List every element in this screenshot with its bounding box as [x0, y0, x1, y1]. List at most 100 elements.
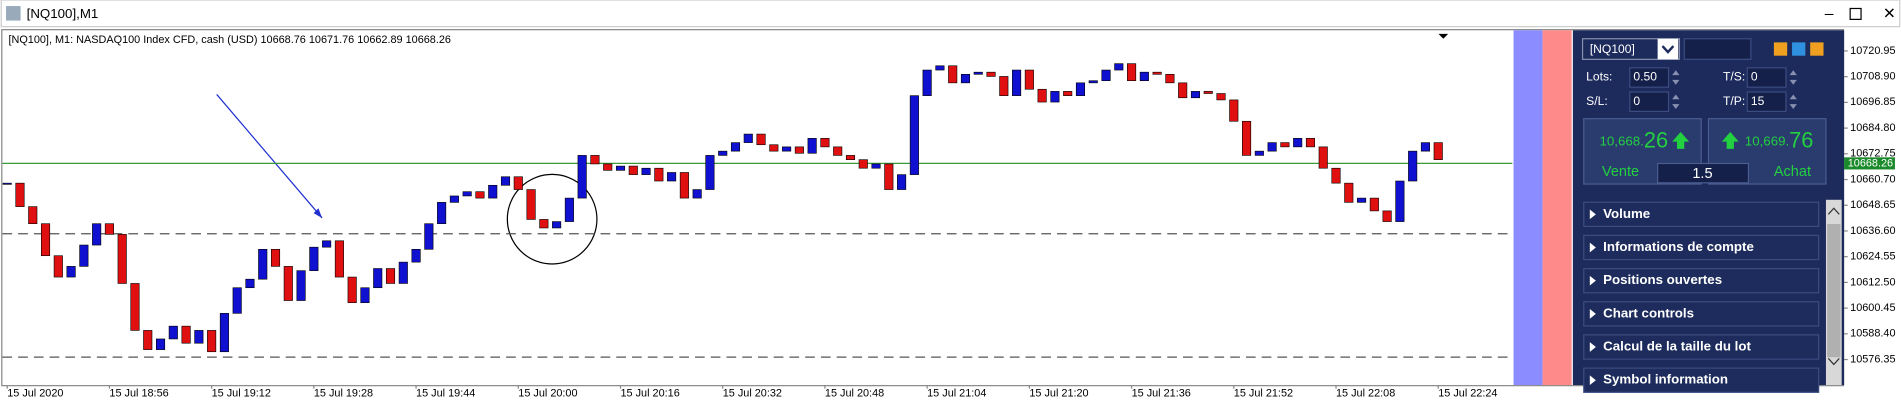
candle — [475, 191, 485, 199]
candle — [782, 146, 792, 152]
candle — [219, 313, 229, 353]
candle — [922, 69, 932, 96]
candle — [168, 325, 178, 340]
close-button[interactable]: ✕ — [1883, 6, 1896, 23]
window-title: [NQ100],M1 — [27, 6, 99, 21]
candle — [590, 155, 600, 165]
candle — [270, 249, 281, 267]
spread: 1.5 — [1692, 166, 1712, 182]
candle — [79, 244, 89, 267]
symbol-select[interactable] — [1581, 38, 1681, 60]
blue-band — [1513, 30, 1543, 386]
candle — [373, 268, 383, 289]
shift-marker — [1438, 33, 1449, 39]
sl-label: S/L: — [1586, 94, 1608, 108]
section-header[interactable] — [1583, 201, 1820, 228]
candle — [500, 176, 511, 186]
candle — [552, 221, 562, 229]
text-field[interactable] — [1683, 38, 1752, 60]
candle — [820, 138, 830, 148]
icon-button[interactable] — [1773, 42, 1788, 56]
candle — [1357, 197, 1367, 203]
symbol: [NQ100] — [1590, 42, 1635, 56]
ts-input[interactable] — [1746, 67, 1787, 88]
x-tick-label: 15 Jul 18:56 — [109, 387, 168, 399]
candle — [1203, 91, 1213, 94]
candle — [1229, 99, 1239, 122]
candle — [1408, 150, 1418, 182]
buy-price: 10,669.76 — [1745, 127, 1814, 152]
candle — [360, 287, 370, 303]
minimize-button[interactable]: – — [1825, 6, 1834, 23]
section-header[interactable] — [1583, 334, 1820, 360]
candle — [884, 163, 894, 190]
candle — [15, 182, 25, 207]
annotation-circle — [506, 173, 598, 265]
scroll-up[interactable] — [1827, 207, 1840, 215]
candle — [756, 133, 766, 146]
app-icon — [6, 6, 21, 21]
candle — [615, 165, 626, 171]
y-tick-label: 10684.80 — [1850, 122, 1895, 134]
candle — [526, 189, 536, 220]
section-caret — [1589, 375, 1596, 386]
icon-button[interactable] — [1792, 42, 1806, 56]
candle — [1178, 82, 1188, 99]
candle — [385, 268, 396, 284]
sl-input[interactable] — [1629, 91, 1670, 113]
sl-value: 0 — [1633, 94, 1640, 108]
section-header[interactable] — [1583, 367, 1820, 393]
candle — [1101, 69, 1111, 82]
candle — [66, 266, 76, 278]
annotation-arrow — [216, 94, 323, 219]
x-tick-label: 15 Jul 19:44 — [416, 387, 475, 399]
dropdown-button[interactable] — [1657, 38, 1679, 60]
y-tick-label: 10588.40 — [1850, 328, 1895, 340]
candle — [871, 163, 881, 169]
candle — [845, 155, 856, 160]
candle — [679, 172, 689, 199]
tp-value: 15 — [1751, 94, 1765, 108]
section-header[interactable] — [1583, 301, 1820, 327]
tp-input[interactable] — [1746, 91, 1787, 113]
candle — [909, 95, 919, 175]
candle — [411, 249, 421, 263]
candle — [577, 155, 587, 199]
x-tick-label: 15 Jul 21:36 — [1132, 387, 1191, 399]
x-tick-label: 15 Jul 19:12 — [212, 387, 271, 399]
arrow-head — [313, 208, 323, 218]
candle — [296, 270, 306, 301]
candle — [960, 74, 971, 84]
lots-input[interactable] — [1629, 67, 1670, 88]
candle — [309, 246, 319, 271]
candle — [1280, 142, 1290, 148]
section-caret — [1589, 242, 1596, 253]
trade-panel: [NQ100] Lots: 0.50 T/S: 0 S/L: 0 T/P: 15… — [1572, 30, 1845, 393]
section-header[interactable] — [1583, 234, 1820, 261]
candle — [1293, 138, 1303, 148]
candle — [488, 184, 498, 199]
candle — [207, 330, 217, 353]
candle — [104, 223, 114, 235]
candle — [53, 255, 63, 278]
candle — [654, 167, 664, 182]
candle — [1254, 150, 1264, 156]
up-arrow — [1721, 131, 1739, 149]
candle — [424, 223, 434, 250]
x-tick-label: 15 Jul 22:08 — [1336, 387, 1395, 399]
section-header[interactable] — [1583, 267, 1820, 294]
scroll-down[interactable] — [1827, 358, 1840, 366]
candle — [1395, 180, 1405, 222]
y-tick-label: 10672.75 — [1850, 148, 1895, 160]
x-tick-label: 15 Jul 21:52 — [1234, 387, 1293, 399]
candle — [1369, 197, 1379, 212]
candle — [1139, 71, 1149, 82]
candle — [858, 159, 868, 169]
candle — [194, 330, 204, 344]
candle — [117, 234, 127, 284]
candle — [1152, 71, 1162, 75]
scroll-thumb[interactable] — [1827, 224, 1841, 358]
maximize-button[interactable] — [1849, 7, 1862, 20]
candle — [1305, 138, 1315, 148]
icon-button[interactable] — [1810, 42, 1824, 56]
